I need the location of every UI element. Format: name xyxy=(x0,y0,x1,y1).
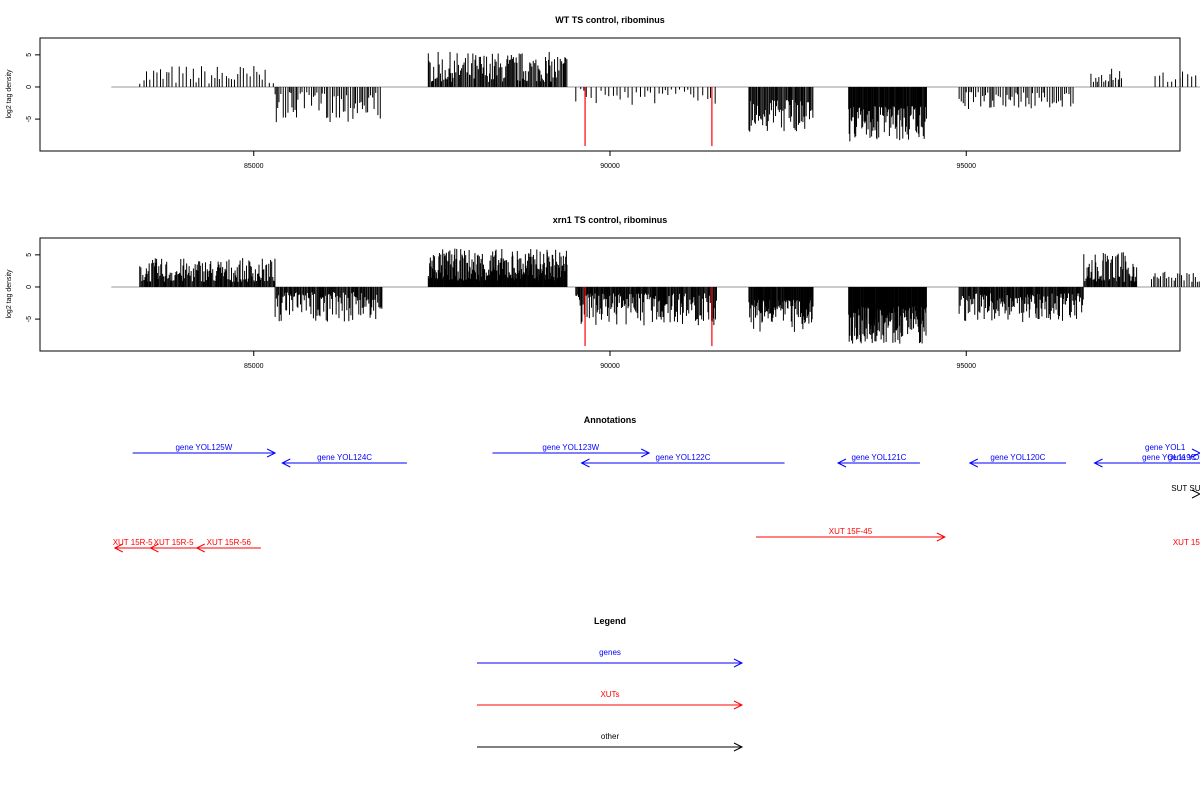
annotation-features: gene YOL125W gene YOL124C gene YOL123W gene… xyxy=(113,443,1200,553)
legend-label-gene: genes xyxy=(599,648,621,657)
annotation-label: gene YOL121C xyxy=(851,453,906,462)
annotation-label: gene YOL1 xyxy=(1145,443,1186,452)
legend-panel: Legend genes XUTs other xyxy=(477,616,744,752)
legend-title: Legend xyxy=(594,616,626,626)
wt-x-tick-label: 90000 xyxy=(600,163,620,170)
annotation-label: XUT 15R-65 xyxy=(1173,538,1200,547)
xrn1-signal-bars xyxy=(111,248,1200,347)
wt-panel: WT TS control, ribominus log2 tag densit… xyxy=(6,15,1200,170)
annotations-title: Annotations xyxy=(584,415,637,425)
annotation-arrow xyxy=(281,458,407,468)
annotation-label: XUT 15R-56 xyxy=(207,538,252,547)
wt-y-axis-label: log2 tag density xyxy=(6,69,13,119)
xrn1-x-tick-label: 85000 xyxy=(244,363,264,370)
annotation-label: XUT 15R-5 xyxy=(113,538,153,547)
wt-y-tick-label: 0 xyxy=(26,85,33,89)
wt-y-tick-label: 5 xyxy=(26,53,33,57)
xrn1-x-tick-label: 90000 xyxy=(600,363,620,370)
xrn1-y-tick-label: 5 xyxy=(26,253,33,257)
wt-panel-title: WT TS control, ribominus xyxy=(555,15,665,25)
annotation-label: gene YOL120C xyxy=(990,453,1045,462)
legend-label-xut: XUTs xyxy=(600,690,619,699)
annotation-arrow xyxy=(195,543,261,553)
xrn1-panel-title: xrn1 TS control, ribominus xyxy=(553,215,668,225)
annotation-arrow xyxy=(756,532,946,542)
annotation-arrow xyxy=(113,543,151,553)
legend-arrow-other xyxy=(477,742,744,752)
annotation-label: gene YOL125W xyxy=(175,443,232,452)
annotation-arrow xyxy=(492,448,651,458)
xrn1-y-axis-label: log2 tag density xyxy=(6,269,13,319)
xrn1-y-ticks: -5 0 5 xyxy=(26,253,40,322)
legend-label-other: other xyxy=(601,732,620,741)
annotation-label: gene YOL124C xyxy=(317,453,372,462)
wt-x-ticks: 85000 90000 95000 xyxy=(244,151,976,170)
annotation-arrow xyxy=(1093,458,1200,468)
annotation-arrow xyxy=(968,458,1066,468)
annotation-label: gene YOL118C xyxy=(1168,453,1200,462)
annotation-label: gene YOL119C xyxy=(1142,453,1197,462)
annotation-arrow xyxy=(580,458,785,468)
annotation-arrow xyxy=(132,448,277,458)
annotation-arrow xyxy=(836,458,920,468)
annotation-label: gene YOL123W xyxy=(542,443,599,452)
wt-signal-bars xyxy=(111,51,1200,147)
wt-y-tick-label: -5 xyxy=(26,116,33,122)
annotation-arrow xyxy=(1191,448,1200,458)
annotation-label: XUT 15F-45 xyxy=(829,527,873,536)
annotation-label: SUT SUT355 xyxy=(1171,484,1200,493)
wt-x-tick-label: 85000 xyxy=(244,163,264,170)
xrn1-x-ticks: 85000 90000 95000 xyxy=(244,351,976,370)
xrn1-x-tick-label: 95000 xyxy=(957,363,977,370)
xrn1-panel: xrn1 TS control, ribominus log2 tag dens… xyxy=(6,215,1200,370)
annotation-label: gene YOL122C xyxy=(656,453,711,462)
annotation-label: XUT 15R-5 xyxy=(154,538,194,547)
legend-arrow-gene xyxy=(477,658,744,668)
annotation-arrow xyxy=(1191,489,1200,499)
wt-y-ticks: -5 0 5 xyxy=(26,53,40,122)
xrn1-y-tick-label: -5 xyxy=(26,316,33,322)
annotation-arrow xyxy=(149,543,197,553)
legend-arrow-xut xyxy=(477,700,744,710)
legend-items: genes XUTs other xyxy=(477,648,744,752)
xrn1-y-tick-label: 0 xyxy=(26,285,33,289)
wt-x-tick-label: 95000 xyxy=(957,163,977,170)
